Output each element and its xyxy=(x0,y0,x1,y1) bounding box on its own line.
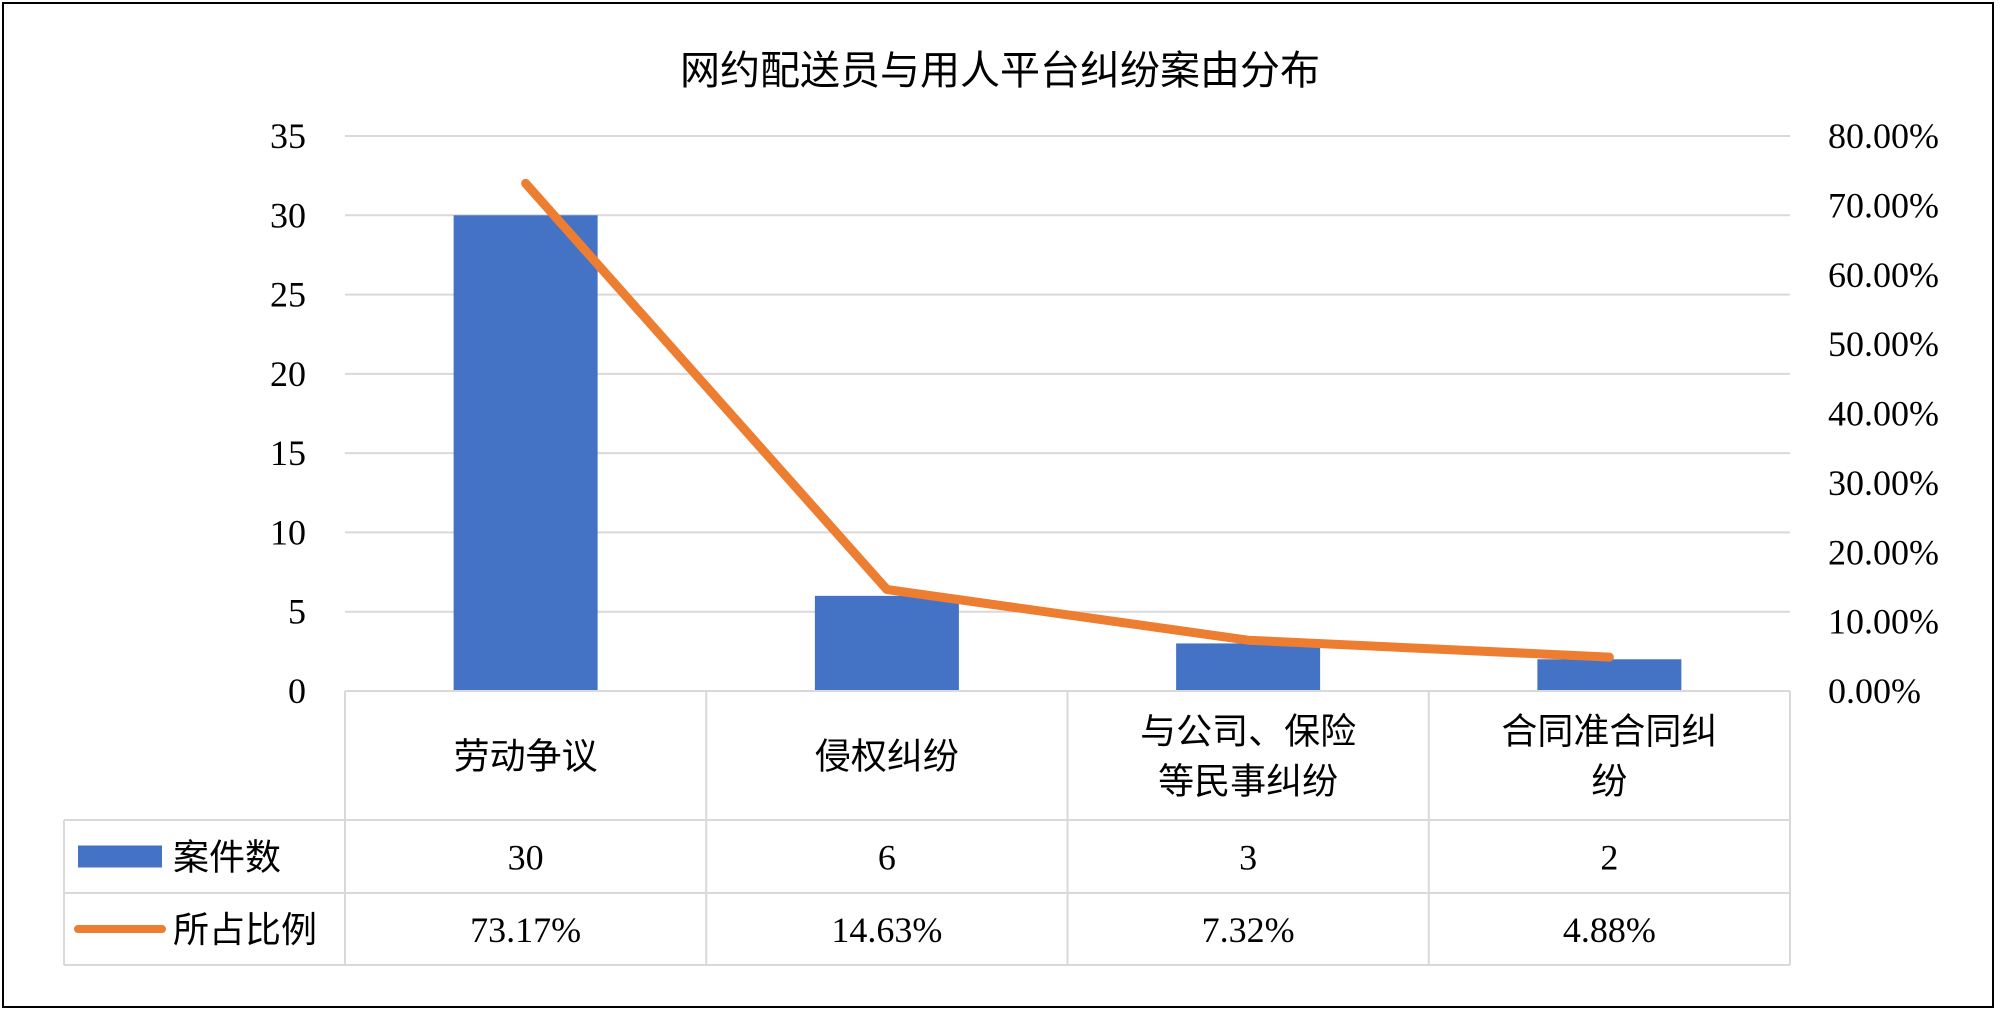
category-label: 与公司、保险 xyxy=(1140,712,1356,753)
category-label: 等民事纠纷 xyxy=(1158,762,1338,803)
bar xyxy=(453,215,598,692)
left-tick-label: 20 xyxy=(270,354,306,394)
left-tick-label: 10 xyxy=(270,512,306,552)
left-tick-label: 5 xyxy=(288,592,306,632)
data-label: 73.17% xyxy=(470,910,581,950)
data-label: 14.63% xyxy=(831,910,942,950)
left-axis-ticks: 0 5 10 15 20 25 30 35 xyxy=(270,116,306,711)
chart-title: 网约配送员与用人平台纠纷案由分布 xyxy=(680,48,1320,94)
data-label: 4.88% xyxy=(1563,910,1656,950)
bar xyxy=(1176,643,1321,691)
data-label: 7.32% xyxy=(1202,910,1295,950)
bar xyxy=(814,595,959,691)
bar-series xyxy=(453,215,1682,692)
right-tick-label: 80.00% xyxy=(1828,116,1939,156)
legend-label: 所占比例 xyxy=(173,910,317,951)
data-label: 30 xyxy=(508,838,544,878)
left-tick-label: 25 xyxy=(270,275,306,315)
data-label: 6 xyxy=(878,838,896,878)
left-tick-label: 35 xyxy=(270,116,306,156)
right-tick-label: 40.00% xyxy=(1828,394,1939,434)
right-axis-ticks: 0.00% 10.00% 20.00% 30.00% 40.00% 50.00% 60.00… xyxy=(1828,116,1939,711)
category-label: 劳动争议 xyxy=(454,737,598,778)
right-tick-label: 10.00% xyxy=(1828,602,1939,642)
data-label: 3 xyxy=(1239,838,1257,878)
right-tick-label: 60.00% xyxy=(1828,255,1939,295)
left-tick-label: 15 xyxy=(270,433,306,473)
legend-swatch-bar xyxy=(78,845,162,868)
right-tick-label: 0.00% xyxy=(1828,671,1921,711)
left-tick-label: 0 xyxy=(288,671,306,711)
data-label: 2 xyxy=(1600,838,1618,878)
line-series xyxy=(521,178,1614,662)
category-label: 侵权纠纷 xyxy=(815,737,959,778)
category-label: 合同准合同纠 xyxy=(1501,712,1717,753)
ratio-line xyxy=(521,178,1614,662)
category-label: 纷 xyxy=(1591,762,1627,803)
right-tick-label: 70.00% xyxy=(1828,185,1939,225)
right-tick-label: 30.00% xyxy=(1828,463,1939,503)
bar xyxy=(1537,659,1682,691)
legend-label: 案件数 xyxy=(173,838,281,879)
left-tick-label: 30 xyxy=(270,195,306,235)
right-tick-label: 50.00% xyxy=(1828,324,1939,364)
right-tick-label: 20.00% xyxy=(1828,532,1939,572)
